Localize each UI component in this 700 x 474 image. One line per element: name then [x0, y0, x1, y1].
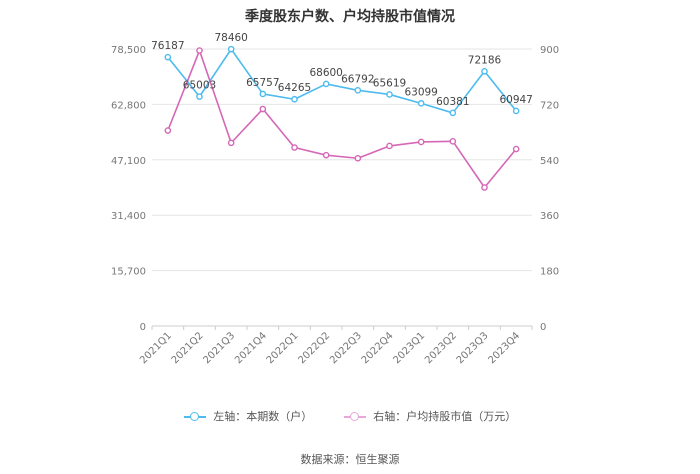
households-point	[227, 45, 235, 53]
x-axis-tick-label: 2021Q2	[170, 330, 206, 366]
series-line-households	[167, 48, 517, 114]
households-point	[164, 53, 172, 61]
data-source: 数据来源：恒生聚源	[300, 453, 400, 466]
legend-label-households: 左轴：本期数（户）	[213, 410, 313, 423]
right-axis-tick-label: 0	[540, 322, 546, 333]
households-point	[449, 109, 457, 117]
x-axis-tick-label: 2023Q3	[455, 330, 491, 366]
right-axis-tick-label: 720	[540, 100, 559, 111]
x-axis-tick-label: 2022Q3	[328, 330, 364, 366]
data-label: 63099	[404, 86, 437, 98]
legend-label-avg-market-value: 右轴：户均持股市值（万元）	[373, 410, 517, 423]
data-label: 65619	[373, 77, 406, 89]
avg-market-value-point	[196, 47, 203, 54]
axis-layer: 0 0 15,700 180 31,400 360 47,100 540 62,800 720 78…	[111, 45, 559, 366]
right-axis-tick-label: 900	[540, 45, 559, 56]
series-line-avg-market-value	[167, 49, 517, 189]
avg-market-value-point	[386, 142, 393, 150]
legend-swatch-households	[183, 412, 206, 422]
legend-swatch-avg-market-value	[343, 412, 366, 422]
avg-market-value-point	[227, 139, 235, 147]
right-axis-tick-label: 540	[540, 156, 559, 167]
data-label: 66792	[341, 73, 374, 85]
x-axis-tick-label: 2022Q1	[265, 330, 301, 366]
households-point	[354, 87, 362, 94]
data-label: 65757	[246, 77, 279, 89]
households-point	[512, 107, 520, 115]
left-axis-tick-label: 0	[140, 322, 146, 333]
left-axis-tick-label: 62,800	[111, 100, 146, 111]
chart-title: 季度股东户数、户均持股市值情况	[245, 9, 455, 25]
x-axis-tick-label: 2023Q2	[423, 330, 459, 366]
households-point	[322, 80, 330, 88]
data-label: 64265	[278, 82, 311, 94]
avg-market-value-point	[481, 184, 488, 191]
households-point	[259, 90, 267, 98]
data-label: 65003	[183, 80, 216, 92]
avg-market-value-point	[354, 154, 362, 162]
households-point	[417, 100, 425, 107]
households-point	[291, 95, 298, 103]
x-axis-tick-label: 2021Q3	[201, 330, 237, 366]
left-axis-tick-label: 15,700	[111, 267, 146, 278]
left-axis-tick-label: 78,500	[111, 45, 146, 56]
x-axis-tick-label: 2021Q1	[138, 330, 174, 366]
right-axis-tick-label: 180	[540, 267, 559, 278]
avg-market-value-point	[449, 138, 457, 145]
legend-item-avg-market-value[interactable]: 右轴：户均持股市值（万元）	[343, 408, 517, 424]
avg-market-value-point	[512, 145, 520, 153]
avg-market-value-point	[164, 127, 172, 134]
data-label: 76187	[151, 40, 184, 52]
avg-market-value-point	[322, 151, 330, 159]
x-axis-tick-label: 2023Q4	[486, 330, 522, 366]
left-axis-tick-label: 47,100	[111, 156, 146, 167]
avg-market-value-point	[291, 144, 298, 151]
x-axis-tick-label: 2022Q4	[360, 330, 396, 366]
data-label: 72186	[468, 54, 502, 66]
series-layer	[164, 45, 520, 191]
households-point	[481, 67, 488, 75]
households-point	[386, 91, 393, 98]
x-axis-tick-label: 2021Q4	[233, 330, 269, 366]
data-label: 60947	[499, 94, 532, 106]
data-label: 78460	[214, 32, 247, 44]
data-label: 60381	[436, 96, 469, 108]
legend: 左轴：本期数（户） 右轴：户均持股市值（万元）	[0, 408, 700, 424]
legend-item-households[interactable]: 左轴：本期数（户）	[183, 408, 313, 424]
left-axis-tick-label: 31,400	[111, 211, 146, 222]
right-axis-tick-label: 360	[540, 211, 559, 222]
x-axis-tick-label: 2022Q2	[296, 330, 332, 366]
x-axis-tick-label: 2023Q1	[391, 330, 427, 366]
avg-market-value-point	[417, 138, 425, 146]
data-label: 68600	[309, 67, 342, 79]
households-point	[196, 93, 203, 100]
avg-market-value-point	[259, 105, 267, 113]
